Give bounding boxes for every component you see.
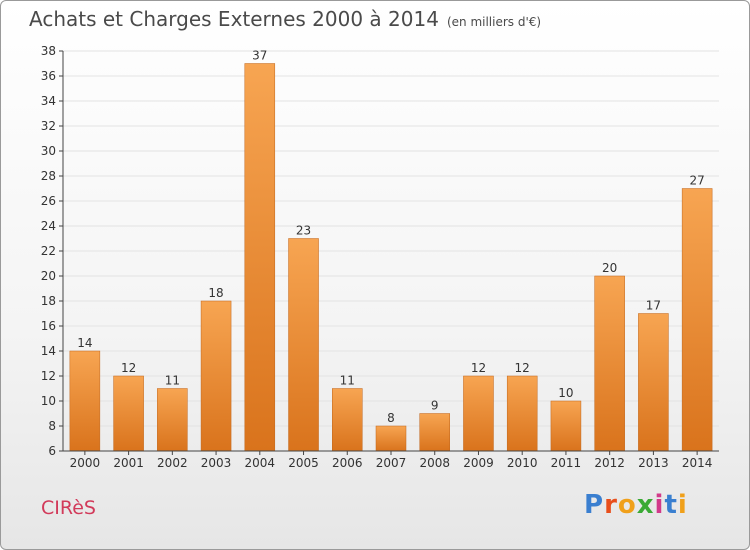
data-label: 37 bbox=[252, 49, 267, 63]
logo-letter: r bbox=[604, 490, 618, 520]
y-tick-label: 24 bbox=[41, 219, 56, 233]
proxiti-logo: Proxiti bbox=[584, 490, 688, 520]
y-tick-label: 30 bbox=[41, 144, 56, 158]
logo-letter: P bbox=[584, 490, 605, 520]
x-tick-label: 2006 bbox=[332, 456, 363, 470]
x-tick-label: 2004 bbox=[245, 456, 276, 470]
y-tick-label: 32 bbox=[41, 119, 56, 133]
y-tick-label: 18 bbox=[41, 294, 56, 308]
data-label: 20 bbox=[602, 261, 617, 275]
data-label: 23 bbox=[296, 224, 311, 238]
bar-2014 bbox=[681, 188, 713, 452]
data-label: 12 bbox=[515, 361, 530, 375]
bar-2002 bbox=[157, 388, 188, 452]
bar-2009 bbox=[463, 375, 494, 452]
x-tick-label: 2003 bbox=[201, 456, 232, 470]
x-tick-label: 2011 bbox=[551, 456, 582, 470]
commune-name: CIRèS bbox=[41, 497, 96, 519]
bar-2005 bbox=[288, 238, 319, 452]
x-tick-label: 2012 bbox=[594, 456, 625, 470]
y-tick-label: 10 bbox=[41, 394, 56, 408]
logo-letter: x bbox=[636, 490, 655, 520]
data-label: 9 bbox=[431, 399, 439, 413]
bar-2013 bbox=[638, 313, 669, 452]
chart-title-text: Achats et Charges Externes 2000 à 2014 bbox=[29, 7, 439, 31]
data-label: 11 bbox=[340, 374, 355, 388]
x-tick-label: 2009 bbox=[463, 456, 494, 470]
logo-letter: i bbox=[654, 490, 665, 520]
logo-letter: t bbox=[664, 490, 678, 520]
y-tick-label: 28 bbox=[41, 169, 56, 183]
data-label: 27 bbox=[689, 174, 704, 188]
y-tick-label: 8 bbox=[48, 419, 56, 433]
logo-letter: i bbox=[677, 490, 688, 520]
data-label: 17 bbox=[646, 299, 661, 313]
y-tick-label: 6 bbox=[48, 444, 56, 458]
bar-2006 bbox=[332, 388, 363, 452]
x-tick-label: 2014 bbox=[682, 456, 713, 470]
x-tick-label: 2007 bbox=[376, 456, 407, 470]
bar-2008 bbox=[419, 413, 450, 452]
y-tick-label: 14 bbox=[41, 344, 56, 358]
data-label: 8 bbox=[387, 411, 395, 425]
x-tick-label: 2001 bbox=[113, 456, 144, 470]
x-tick-label: 2005 bbox=[288, 456, 319, 470]
y-tick-label: 16 bbox=[41, 319, 56, 333]
x-tick-label: 2008 bbox=[419, 456, 450, 470]
y-tick-label: 22 bbox=[41, 244, 56, 258]
x-tick-label: 2002 bbox=[157, 456, 188, 470]
y-tick-label: 26 bbox=[41, 194, 56, 208]
bar-2003 bbox=[200, 300, 232, 452]
bar-2010 bbox=[506, 375, 538, 452]
bar-2007 bbox=[375, 425, 407, 452]
y-tick-label: 36 bbox=[41, 69, 56, 83]
labels: 6 8 10 12 14 16 18 20 22 24 26 28 30 32 34 36 38 14 2000 12… bbox=[41, 44, 713, 470]
bar-2001 bbox=[113, 375, 144, 452]
y-tick-label: 34 bbox=[41, 94, 56, 108]
data-label: 12 bbox=[471, 361, 486, 375]
x-tick-label: 2000 bbox=[70, 456, 101, 470]
data-label: 18 bbox=[208, 286, 223, 300]
data-label: 14 bbox=[77, 336, 92, 350]
bar-2004 bbox=[244, 63, 276, 452]
axes bbox=[59, 50, 719, 455]
chart-subtitle: (en milliers d'€) bbox=[446, 15, 542, 29]
x-tick-label: 2013 bbox=[638, 456, 669, 470]
bar-2000 bbox=[69, 350, 101, 452]
data-label: 12 bbox=[121, 361, 136, 375]
chart-title: Achats et Charges Externes 2000 à 2014 (e… bbox=[29, 7, 541, 31]
data-label: 10 bbox=[558, 386, 573, 400]
y-tick-label: 20 bbox=[41, 269, 56, 283]
y-tick-label: 38 bbox=[41, 44, 56, 58]
data-label: 11 bbox=[165, 374, 180, 388]
y-tick-label: 12 bbox=[41, 369, 56, 383]
bar-2011 bbox=[550, 400, 582, 452]
x-tick-label: 2010 bbox=[507, 456, 538, 470]
bar-2012 bbox=[594, 275, 625, 452]
bars bbox=[69, 63, 713, 452]
logo-letter: o bbox=[617, 490, 637, 520]
